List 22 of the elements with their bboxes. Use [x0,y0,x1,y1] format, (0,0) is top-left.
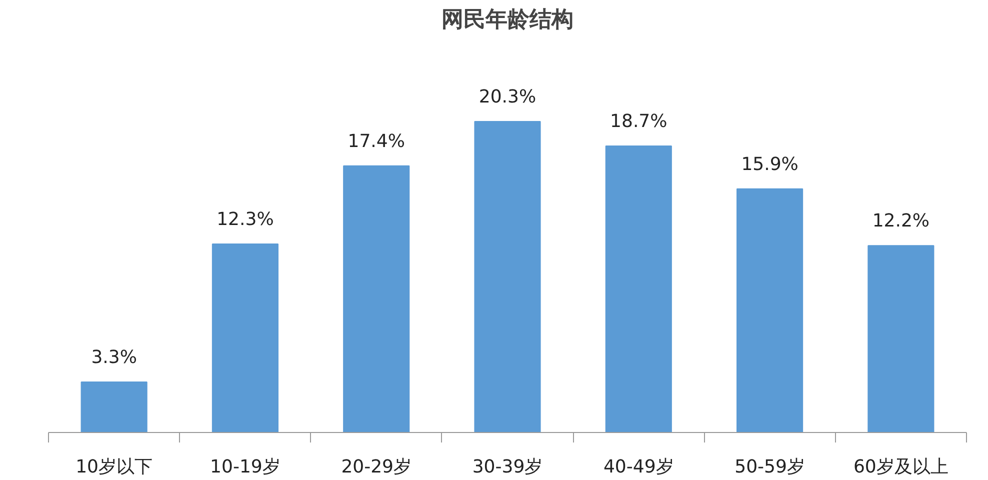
data-label: 18.7% [610,110,668,132]
x-tick-label: 10-19岁 [210,456,280,478]
bar [868,245,934,432]
bar [474,120,541,432]
bar [212,244,278,432]
x-tick-label: 50-59岁 [734,456,805,478]
x-tick-label: 30-39岁 [472,456,543,478]
bar [80,381,148,432]
x-tick-label: 10岁以下 [76,456,153,478]
data-label: 12.3% [216,209,274,230]
bar [343,165,410,432]
data-label: 20.3% [478,86,536,108]
data-label: 12.2% [872,210,930,232]
data-label: 3.3% [91,346,137,368]
bar [736,188,804,432]
chart-title: 网民年龄结构 [442,8,574,32]
x-tick-label: 40-49岁 [603,456,674,478]
x-tick-label: 60岁及以上 [853,456,948,478]
bar [605,145,672,432]
x-tick-label: 20-29岁 [341,456,412,478]
data-label: 17.4% [348,130,405,152]
data-label: 15.9% [741,154,798,175]
